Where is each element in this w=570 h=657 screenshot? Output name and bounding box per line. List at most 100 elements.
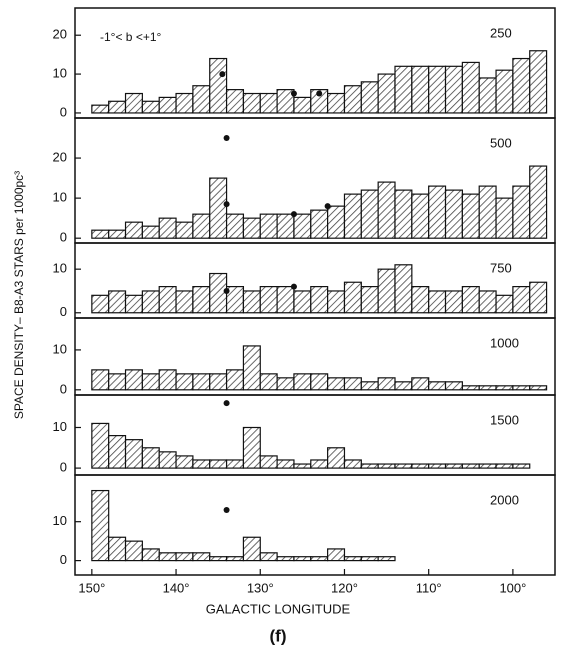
bar (124, 439, 143, 469)
bar (175, 92, 194, 114)
y-tick-label: 0 (60, 460, 67, 475)
bar (512, 57, 531, 114)
bar (276, 556, 295, 562)
panel-label: 250 (490, 25, 512, 40)
data-point (223, 507, 230, 514)
bar (444, 189, 463, 239)
bar (411, 377, 430, 391)
bar (124, 540, 143, 562)
bar (293, 290, 312, 314)
caption: (f) (270, 626, 287, 645)
bar (512, 385, 531, 391)
x-tick-label: 130° (247, 580, 274, 595)
bar (158, 369, 177, 391)
bar (343, 556, 362, 562)
bar (141, 447, 160, 469)
bar (91, 229, 110, 239)
bar (91, 489, 110, 562)
y-tick-label: 20 (53, 150, 67, 165)
bar (209, 272, 228, 314)
bar (209, 373, 228, 391)
x-tick-label: 140° (163, 580, 190, 595)
y-tick-label: 0 (60, 304, 67, 319)
bar (512, 286, 531, 314)
data-point (324, 203, 331, 210)
bar (276, 213, 295, 239)
bar (377, 377, 396, 391)
bar (293, 463, 312, 469)
x-tick-label: 120° (331, 580, 358, 595)
bar (259, 552, 278, 562)
bar (225, 213, 245, 239)
bar (124, 92, 143, 114)
y-tick-label: 10 (53, 190, 67, 205)
data-point (223, 400, 230, 407)
bar (343, 459, 362, 469)
bar (141, 548, 160, 562)
bar (192, 213, 211, 239)
bar (209, 556, 228, 562)
bar (461, 385, 480, 391)
y-axis-label: SPACE DENSITY– B8-A3 STARS per 1000pc³ (12, 171, 26, 419)
bar (310, 209, 329, 239)
bar (478, 290, 497, 314)
y-tick-label: 0 (60, 381, 67, 396)
bar (124, 221, 143, 239)
bar (108, 100, 127, 114)
bar (310, 459, 329, 469)
bar (293, 373, 312, 391)
bar (192, 373, 211, 391)
bar (108, 536, 127, 562)
data-point (316, 90, 323, 97)
bar (91, 104, 110, 114)
bar (225, 369, 245, 391)
panel-label: 2000 (490, 492, 519, 507)
bar (360, 189, 379, 239)
y-tick-label: 0 (60, 230, 67, 245)
bar (377, 556, 396, 562)
bar (343, 281, 362, 314)
bar (209, 459, 228, 469)
y-tick-label: 10 (53, 513, 67, 528)
bar (276, 286, 295, 314)
data-point (290, 211, 297, 218)
bar (242, 536, 261, 562)
bar (293, 213, 312, 239)
bar (478, 463, 497, 469)
bar (310, 556, 329, 562)
bar (209, 177, 228, 239)
bar (259, 373, 278, 391)
bar (124, 369, 143, 391)
bar (259, 92, 278, 114)
panel-label: 1000 (490, 335, 519, 350)
bar (293, 556, 312, 562)
bar (512, 463, 531, 469)
bar (327, 92, 346, 114)
bar (394, 463, 413, 469)
y-tick-label: 10 (53, 419, 67, 434)
bar (343, 193, 362, 239)
bar (444, 381, 463, 391)
bar (377, 463, 396, 469)
bar (360, 381, 379, 391)
bar (124, 294, 143, 314)
bar (428, 381, 447, 391)
bar (242, 426, 261, 469)
bar (444, 463, 463, 469)
bar (259, 213, 278, 239)
bar (529, 50, 548, 114)
bar (512, 185, 531, 239)
bar (327, 205, 346, 239)
bar (377, 268, 396, 314)
bar (529, 385, 548, 391)
bar (91, 294, 110, 314)
x-tick-label: 150° (78, 580, 105, 595)
bar (327, 377, 346, 391)
x-axis-label: GALACTIC LONGITUDE (206, 601, 351, 616)
bar (293, 96, 312, 114)
bar (478, 185, 497, 239)
bar (141, 290, 160, 314)
bar (495, 385, 514, 391)
bar (394, 264, 413, 314)
